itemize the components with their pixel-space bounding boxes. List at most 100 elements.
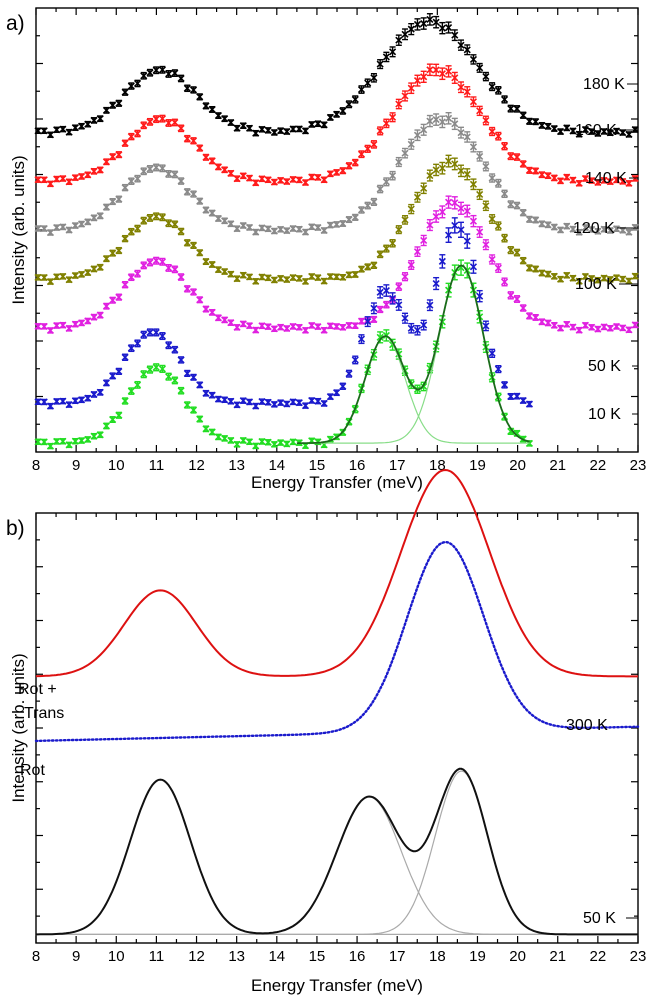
data-point [525,215,534,223]
data-point [252,442,260,450]
data-point [245,322,254,330]
data-point [40,273,48,282]
data-point [538,171,546,179]
data-point [308,120,316,129]
data-point [59,125,67,133]
data-point [233,225,241,233]
data-point [581,174,589,183]
data-point [308,173,316,181]
data-point [140,370,148,378]
data-point [357,317,366,325]
data-point [376,185,384,193]
data-point [612,225,621,233]
data-point [320,277,328,285]
data-point [121,88,129,96]
data-point [339,273,347,281]
data-point [65,226,73,234]
data-point [339,323,347,331]
data-point [382,53,390,61]
data-point [84,171,92,179]
data-point [270,227,278,235]
data-point [109,153,117,161]
x-tick-label: 13 [228,948,245,965]
data-point [65,128,73,136]
data-point [326,113,334,121]
data-point [189,86,198,94]
data-point [245,223,254,232]
data-point [488,215,496,223]
data-point [513,295,521,303]
data-point [146,258,154,266]
data-point [563,222,571,230]
data-point [270,400,278,408]
data-point [158,66,166,74]
data-point [127,228,135,236]
x-tick-label: 23 [630,948,647,965]
data-point [53,437,61,446]
data-point [407,140,415,148]
data-point [46,442,55,450]
data-point [469,217,478,225]
data-point [488,83,496,91]
data-point [133,175,142,183]
data-point [463,237,471,245]
data-point [152,66,160,74]
data-point [295,125,303,133]
data-point [556,324,565,332]
data-point [438,208,446,216]
series-label: 140 K [585,170,627,187]
data-point [407,261,415,269]
data-point [127,133,135,141]
data-point [500,95,509,103]
data-point [214,314,222,322]
data-point [438,70,446,78]
data-point [121,353,129,361]
data-point [364,263,372,271]
data-point [221,115,229,123]
data-point [389,113,397,121]
data-point [289,322,297,331]
data-point [133,270,142,278]
data-point [133,79,142,88]
data-point [65,401,73,409]
data-point [389,172,397,180]
data-point [370,315,378,323]
data-point [513,105,521,113]
data-point [202,258,210,266]
x-tick-label: 11 [149,948,165,965]
x-tick-label: 15 [309,948,326,965]
data-point [183,285,191,293]
data-point [196,296,204,304]
data-point [525,264,534,272]
data-point [196,415,204,423]
data-point [594,276,602,284]
data-point [426,66,434,74]
data-point [532,313,540,322]
data-point [575,179,583,187]
data-point [395,301,403,309]
data-point [482,241,490,249]
data-point [451,120,459,128]
data-point [289,224,297,233]
data-point [214,433,222,441]
data-point [177,124,185,132]
data-point [569,274,577,282]
data-point [606,129,614,137]
data-point [382,245,390,253]
data-point [245,174,254,182]
data-point [600,225,608,233]
data-point [494,132,502,140]
data-point [258,322,266,330]
data-point [333,168,341,176]
data-point [96,431,104,439]
data-point [544,221,552,229]
data-point [488,127,496,136]
data-point [165,70,173,78]
data-point [333,220,341,228]
data-point [177,273,185,281]
data-point [252,277,260,285]
data-point [550,125,558,133]
x-tick-label: 15 [309,457,326,474]
panel-label: a) [6,12,25,35]
x-axis-title: Energy Transfer (meV) [251,473,423,492]
